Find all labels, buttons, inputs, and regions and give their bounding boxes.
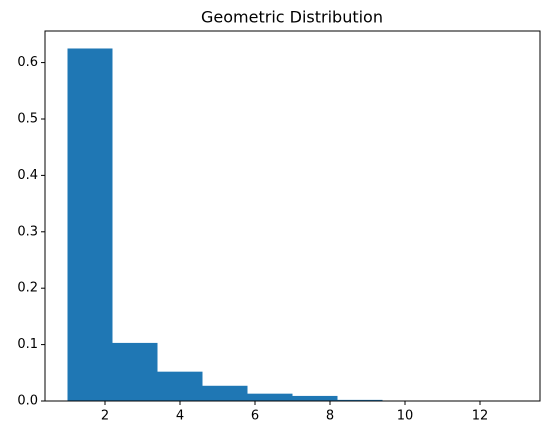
x-tick-label: 2	[101, 409, 109, 424]
bar	[203, 386, 248, 401]
x-tick-label: 8	[326, 409, 334, 424]
y-tick-label: 0.6	[17, 55, 38, 70]
bar	[68, 48, 113, 401]
bar	[293, 396, 338, 401]
x-tick-label: 10	[397, 409, 414, 424]
y-tick-label: 0.5	[17, 111, 38, 126]
x-tick-label: 6	[251, 409, 259, 424]
x-tick-label: 12	[472, 409, 489, 424]
y-tick-label: 0.0	[17, 394, 38, 409]
chart-title: Geometric Distribution	[201, 8, 383, 27]
bar	[158, 372, 203, 401]
bar	[113, 343, 158, 401]
x-tick-label: 4	[176, 409, 184, 424]
y-tick-label: 0.2	[17, 281, 38, 296]
y-tick-label: 0.1	[17, 337, 38, 352]
y-tick-label: 0.3	[17, 224, 38, 239]
bar	[248, 394, 293, 401]
y-tick-label: 0.4	[17, 168, 38, 183]
